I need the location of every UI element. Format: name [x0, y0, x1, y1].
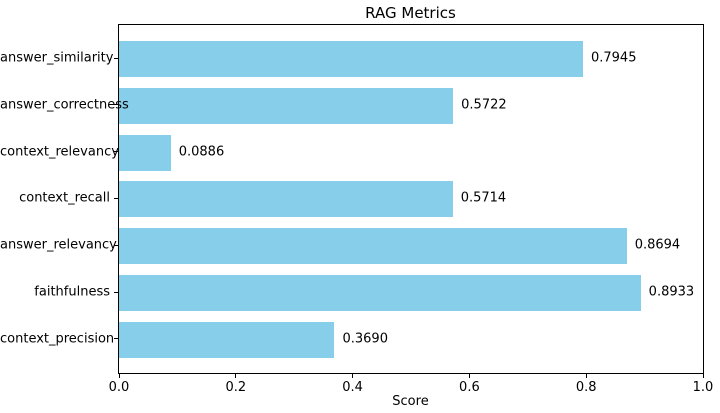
y-tick-label: answer_similarity: [0, 50, 114, 66]
y-tick-label: context_relevancy: [0, 144, 119, 160]
bar-value-label: 0.5722: [461, 97, 507, 113]
bar-value-label: 0.3690: [342, 331, 388, 347]
y-tick-label: answer_correctness: [0, 97, 129, 113]
bar-value-label: 0.0886: [178, 144, 225, 160]
x-tick-mark: [352, 374, 354, 378]
bar: [119, 41, 583, 77]
x-tick-label: 1.0: [692, 380, 714, 395]
bar: [119, 87, 454, 124]
y-tick-mark: [114, 338, 118, 340]
y-tick-label: answer_relevancy: [0, 237, 117, 253]
y-tick-mark: [114, 244, 118, 246]
bar: [119, 181, 453, 218]
x-tick-mark: [235, 374, 237, 378]
y-tick-mark: [114, 57, 118, 59]
bar: [119, 134, 171, 171]
x-tick-mark: [702, 374, 704, 378]
bar-value-label: 0.8694: [634, 237, 681, 253]
y-tick-label: context_recall: [19, 190, 110, 206]
bar-value-label: 0.8933: [648, 284, 695, 300]
plot-area: [118, 24, 704, 374]
x-tick-label: 0.2: [225, 380, 247, 395]
y-tick-mark: [114, 104, 118, 106]
y-tick-mark: [114, 197, 118, 199]
bar: [119, 321, 335, 358]
x-tick-mark: [118, 374, 120, 378]
chart-title: RAG Metrics: [365, 4, 456, 22]
x-axis-label: Score: [392, 394, 429, 409]
y-tick-mark: [114, 291, 118, 293]
bar-value-label: 0.7945: [590, 50, 637, 66]
bar: [119, 228, 627, 265]
x-tick-label: 0.8: [575, 380, 597, 395]
y-tick-label: faithfulness: [34, 284, 110, 300]
x-tick-label: 0.0: [108, 380, 130, 395]
y-tick-mark: [114, 151, 118, 153]
x-tick-mark: [468, 374, 470, 378]
y-tick-label: context_precision: [0, 331, 115, 347]
bar-value-label: 0.5714: [460, 190, 507, 206]
bar: [119, 275, 641, 311]
x-tick-label: 0.6: [459, 380, 480, 395]
x-tick-label: 0.4: [342, 380, 363, 395]
x-tick-mark: [585, 374, 587, 378]
